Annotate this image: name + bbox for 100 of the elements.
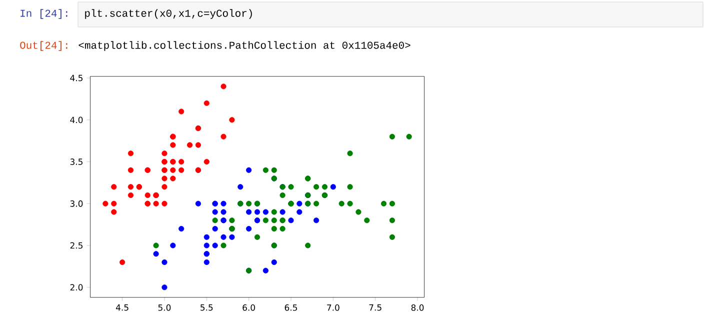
y-tick-label: 2.0 (70, 284, 83, 291)
point (162, 176, 168, 182)
point (120, 259, 126, 266)
x-tick-label: 7.5 (369, 304, 382, 311)
point (280, 209, 286, 215)
point (229, 218, 235, 224)
y-tick-label: 4.0 (70, 116, 83, 124)
point (153, 200, 159, 206)
y-tick-label: 4.5 (70, 74, 82, 82)
point (322, 184, 328, 190)
y-tick-label: 3.5 (70, 158, 82, 165)
point (238, 184, 244, 190)
point (220, 234, 226, 240)
point (246, 209, 252, 215)
point (170, 242, 176, 248)
point (212, 226, 218, 232)
point (178, 108, 184, 114)
point (212, 218, 218, 224)
text: plt.scatter(x0,x1,c=yColor) (85, 9, 252, 19)
point (254, 234, 260, 240)
point (195, 200, 202, 206)
point (313, 218, 320, 224)
point (178, 226, 184, 232)
point (220, 134, 226, 140)
point (212, 242, 218, 248)
x-tick-label: 5.5 (200, 304, 213, 311)
point (280, 226, 286, 232)
point (162, 284, 168, 290)
point (262, 218, 268, 224)
point (389, 234, 395, 240)
point (356, 209, 362, 215)
point (246, 226, 252, 232)
point (313, 200, 320, 206)
point (195, 142, 202, 148)
point (313, 184, 320, 190)
point (128, 167, 134, 173)
point (271, 226, 277, 232)
point (204, 234, 210, 240)
x-tick-label: 7.0 (327, 304, 340, 311)
point (271, 259, 277, 266)
point (204, 259, 210, 266)
text: <matplotlib.collections.PathCollection at 0x1105a4e0> (78, 41, 410, 51)
point (204, 100, 210, 106)
point (204, 242, 210, 248)
text: In [24]: (20, 9, 68, 19)
point (170, 142, 176, 148)
point (111, 184, 117, 190)
point (220, 200, 226, 206)
point (262, 268, 268, 274)
point (162, 200, 168, 206)
point (162, 184, 168, 190)
point (338, 200, 344, 206)
point (153, 242, 159, 248)
point (271, 218, 277, 224)
point (262, 167, 268, 173)
point (212, 209, 218, 215)
point (262, 209, 268, 215)
x-tick-label: 6.0 (242, 304, 255, 311)
point (128, 150, 134, 156)
y-tick-label: 2.5 (70, 242, 82, 249)
point (170, 176, 176, 182)
point (162, 259, 168, 266)
point (330, 184, 336, 190)
point (111, 200, 117, 206)
point (347, 200, 353, 206)
point (246, 167, 252, 173)
point (162, 150, 168, 156)
point (406, 134, 412, 140)
point (170, 167, 176, 173)
point (271, 209, 277, 215)
point (271, 167, 277, 173)
point (229, 234, 235, 240)
point (111, 209, 117, 215)
point (178, 158, 184, 165)
point (347, 150, 353, 156)
point (364, 218, 370, 224)
point (229, 117, 235, 123)
point (389, 218, 395, 224)
text: Out[24]: (20, 41, 68, 51)
point (102, 200, 108, 206)
point (144, 192, 150, 198)
point (246, 200, 252, 206)
y-tick-label: 3.0 (70, 200, 83, 207)
point (128, 184, 134, 190)
point (296, 209, 302, 215)
point (280, 192, 286, 198)
point (288, 218, 294, 224)
point (153, 251, 159, 257)
point (220, 84, 226, 90)
x-tick-label: 4.5 (116, 304, 128, 311)
point (389, 134, 395, 140)
x-tick-label: 5.0 (158, 304, 171, 311)
point (254, 209, 260, 215)
point (305, 242, 311, 248)
x-tick-label: 6.5 (284, 304, 297, 311)
point (288, 184, 294, 190)
point (347, 184, 353, 190)
point (128, 192, 134, 198)
point (296, 200, 302, 206)
point (178, 167, 184, 173)
